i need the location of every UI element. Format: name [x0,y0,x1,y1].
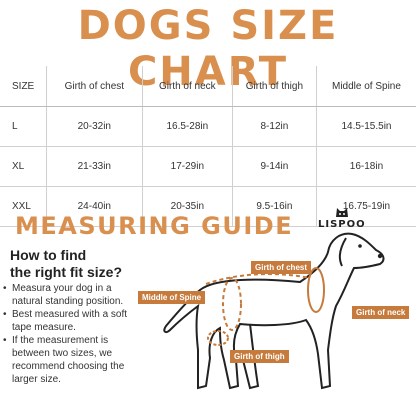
cell-neck: 20-35in [141,186,233,227]
tag-neck: Girth of neck [352,306,410,319]
header-thigh: Girth of thigh [231,66,317,107]
size-table: SIZE Girth of chest Girth of neck Girth … [0,66,416,227]
cell-thigh: 9-14in [231,146,317,187]
tag-thigh: Girth of thigh [230,350,289,363]
tag-chest: Girth of chest [251,261,312,274]
cell-chest: 24-40in [45,186,143,227]
table-header-row: SIZE Girth of chest Girth of neck Girth … [0,66,416,107]
tag-spine: Middle of Spine [138,291,206,304]
table-row: XXL 24-40in 20-35in 9.5-16in 16.75-19in [0,186,416,227]
cat-icon [335,208,348,217]
dog-illustration [163,232,385,390]
bullet-text: If the measurement is between two sizes,… [12,335,125,385]
list-item: • If the measurement is between two size… [3,334,143,386]
fit-heading: How to find the right fit size? [10,247,150,281]
header-neck: Girth of neck [141,66,233,107]
bullet-text: Best measured with a soft tape measure. [12,309,128,333]
table-row: L 20-32in 16.5-28in 8-12in 14.5-15.5in [0,106,416,147]
fit-heading-line1: How to find [10,247,87,263]
bullet-dot-icon: • [3,309,7,320]
bullet-dot-icon: • [3,335,7,346]
cell-thigh: 9.5-16in [231,186,317,227]
row-size: L [0,106,47,147]
header-spine: Middle of Spine [315,66,416,107]
bullet-dot-icon: • [3,283,7,294]
table-row: XL 21-33in 17-29in 9-14in 16-18in [0,146,416,187]
brand-logo: LISPOO [318,206,366,230]
cell-chest: 20-32in [45,106,143,147]
cell-spine: 16-18in [315,146,416,187]
cell-spine: 14.5-15.5in [315,106,416,147]
header-chest: Girth of chest [45,66,143,107]
fit-heading-line2: the right fit size? [10,264,122,280]
cell-neck: 17-29in [141,146,233,187]
row-size: XXL [0,186,47,227]
cell-spine: 16.75-19in [315,186,416,227]
cell-thigh: 8-12in [231,106,317,147]
bullet-list: • Measura your dog in a natural standing… [3,282,143,386]
bullet-text: Measura your dog in a natural standing p… [12,283,124,307]
header-size: SIZE [0,66,47,107]
cell-chest: 21-33in [45,146,143,187]
list-item: • Measura your dog in a natural standing… [3,282,143,308]
row-size: XL [0,146,47,187]
brand-name: LISPOO [318,219,366,230]
guide-title: MEASURING GUIDE [15,212,294,240]
cell-neck: 16.5-28in [141,106,233,147]
list-item: • Best measured with a soft tape measure… [3,308,143,334]
